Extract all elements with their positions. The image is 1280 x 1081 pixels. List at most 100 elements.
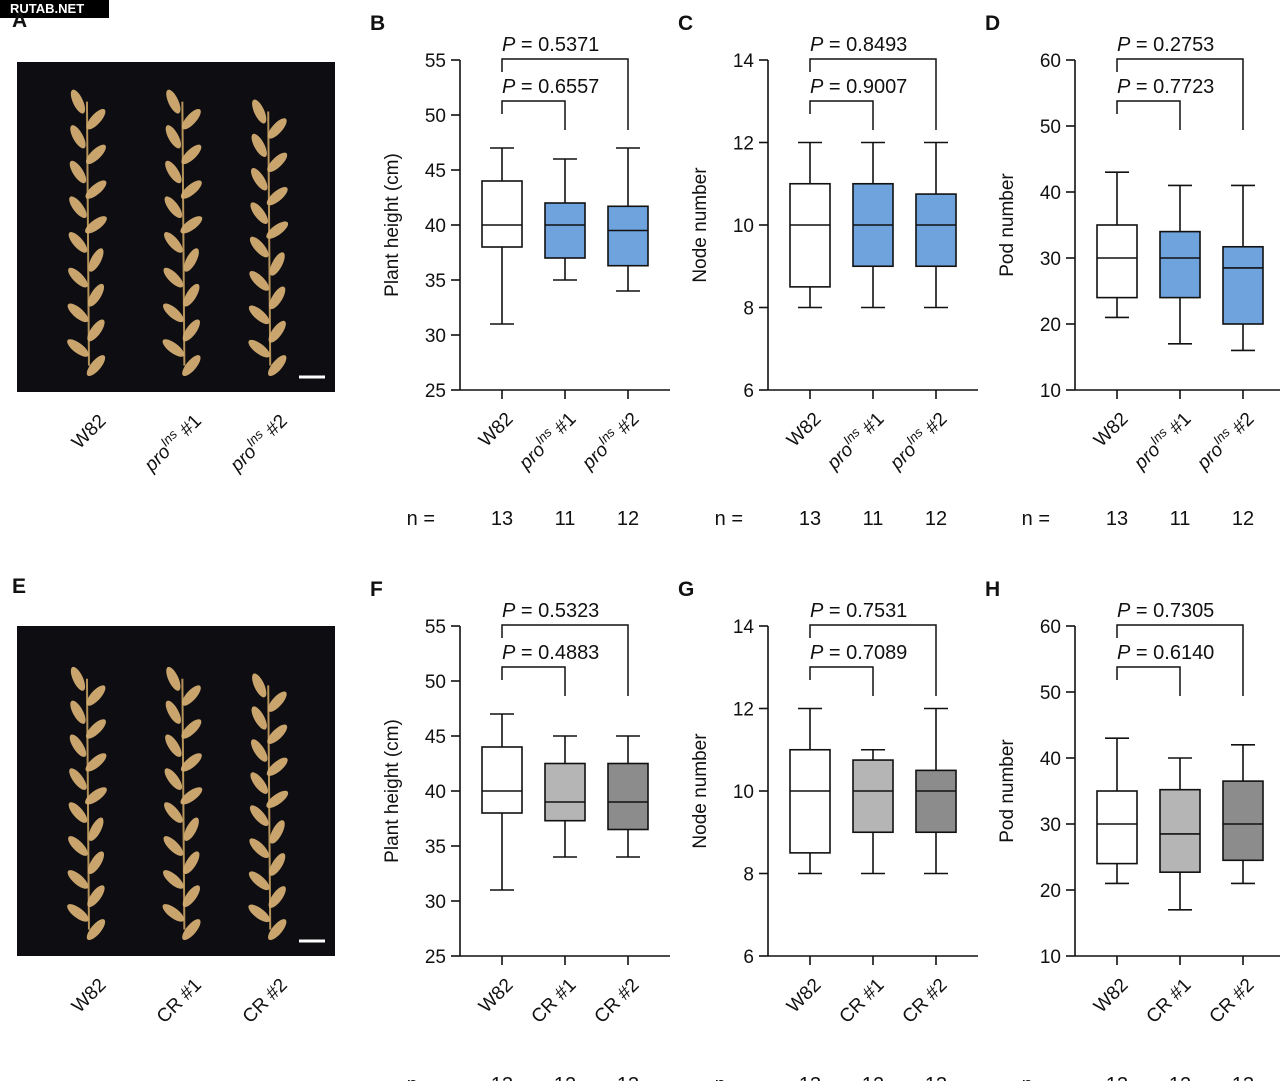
box-0 (481, 713, 523, 965)
genotype-label: proIns #2 (223, 408, 292, 477)
panel-letter: G (678, 578, 694, 601)
p-value-text: = 0.2753 (1130, 34, 1214, 56)
p-italic: P (1117, 600, 1131, 622)
x-category-label: CR #2 (1206, 975, 1259, 1028)
soybean-pod (181, 144, 202, 165)
p-value-text: = 0.5371 (515, 34, 599, 56)
soybean-pod (67, 303, 89, 323)
y-tick-label: 60 (1040, 617, 1061, 638)
n-value: 13 (1106, 1074, 1128, 1081)
p-value-bracket: P = 0.6557 (501, 76, 599, 130)
soybean-pod (166, 89, 181, 114)
y-tick-label: 30 (425, 892, 446, 913)
watermark: RUTAB.NET (0, 0, 109, 18)
soybean-pod (266, 757, 288, 776)
soybean-pod (269, 286, 286, 310)
n-value: 13 (1232, 1074, 1254, 1081)
box-iqr (1096, 224, 1138, 299)
plant-specimen (248, 673, 289, 941)
y-tick-label: 55 (425, 51, 446, 72)
box-1 (544, 735, 586, 965)
soybean-pod (87, 319, 105, 342)
soybean-pod (87, 851, 105, 875)
soybean-pod (85, 753, 107, 772)
y-tick-label: 50 (1040, 683, 1061, 704)
panel-letter: D (985, 12, 1000, 35)
soybean-pod (86, 919, 106, 941)
soybean-pod (268, 320, 286, 343)
p-value-bracket: P = 0.9007 (809, 76, 907, 130)
soybean-pod (165, 700, 182, 724)
x-category-label: W82 (475, 975, 517, 1017)
bracket-line (501, 624, 629, 696)
soybean-pod (266, 790, 289, 809)
p-value-bracket: P = 0.8493 (809, 34, 937, 130)
y-tick-label: 10 (733, 216, 754, 237)
x-category-label: proIns #2 (1190, 406, 1259, 475)
y-tick-label: 10 (1040, 381, 1061, 402)
x-category-label: W82 (1090, 975, 1132, 1017)
soybean-pod (164, 802, 183, 823)
p-italic: P (502, 600, 516, 622)
soybean-pod (165, 734, 182, 757)
soybean-pod (268, 355, 287, 377)
p-value-label: P = 0.8493 (810, 34, 907, 56)
soybean-pod (85, 787, 107, 805)
soybean-pod (67, 339, 89, 357)
soybean-pod (180, 787, 203, 805)
p-italic: P (1117, 76, 1131, 98)
y-tick-label: 50 (425, 106, 446, 127)
soybean-pod (183, 248, 199, 272)
y-tick-label: 20 (1040, 881, 1061, 902)
soybean-pod (267, 152, 288, 173)
soybean-pod (69, 768, 87, 790)
soybean-pod (266, 221, 289, 239)
p-value-text: = 0.7723 (1130, 76, 1214, 98)
chart-panel-F: F 25 30 35 40 45 50 55 Plant height (cm) W82 CR #1… (370, 578, 670, 1081)
plant-stem (85, 101, 90, 366)
n-value: 11 (863, 508, 884, 530)
soybean-pod (163, 303, 184, 323)
y-axis-label: Pod number (997, 739, 1018, 843)
bracket-line (501, 100, 566, 130)
chart-panel-H: H 10 20 30 40 50 60 Pod number W82 CR #1CR #2 n = 1… (985, 578, 1280, 1081)
n-value: 13 (925, 1074, 947, 1081)
bracket-line (501, 58, 629, 130)
p-italic: P (810, 34, 824, 56)
soybean-pod (180, 216, 203, 234)
box-2 (607, 147, 649, 399)
p-value-label: P = 0.7723 (1117, 76, 1214, 98)
soybean-pod (162, 339, 185, 357)
soybean-pod (269, 853, 286, 876)
soybean-pod (67, 904, 89, 922)
panel-letter: C (678, 12, 693, 35)
y-tick-label: 6 (743, 947, 754, 968)
p-value-text: = 0.6140 (1130, 642, 1214, 664)
soybean-pod (249, 838, 270, 859)
soybean-pod (68, 267, 88, 288)
n-value: 12 (862, 1074, 884, 1081)
y-tick-label: 20 (1040, 315, 1061, 336)
p-value-text: = 0.4883 (515, 642, 599, 664)
soybean-pod (163, 870, 184, 889)
y-tick-label: 40 (1040, 749, 1061, 770)
y-tick-label: 30 (425, 326, 446, 347)
box-1 (1159, 184, 1201, 399)
p-italic: P (1117, 642, 1131, 664)
p-value-label: P = 0.6557 (502, 76, 599, 98)
p-value-label: P = 0.7089 (810, 642, 907, 664)
soybean-pod (269, 820, 285, 844)
box-iqr (789, 182, 831, 288)
box-1 (852, 748, 894, 965)
box-iqr (1222, 780, 1264, 862)
soybean-pod (85, 180, 107, 199)
soybean-pod (181, 719, 202, 739)
box-1 (1159, 757, 1201, 965)
soybean-pod (86, 355, 106, 377)
n-label: n = (715, 508, 743, 530)
n-value: 13 (799, 508, 821, 530)
soybean-pod (268, 919, 287, 941)
soybean-pod (251, 706, 267, 730)
p-value-label: P = 0.5371 (502, 34, 599, 56)
n-value: 13 (1106, 508, 1128, 530)
